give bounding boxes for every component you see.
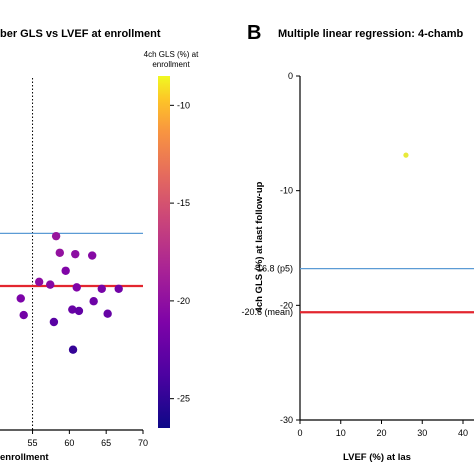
- panel-b-x-tick-label: 20: [376, 428, 386, 438]
- colorbar-tick-label: -15: [177, 198, 190, 208]
- panel-b-label: B: [247, 22, 261, 44]
- panel-a-data-point: [87, 251, 97, 260]
- panel-b-x-axis-label: LVEF (%) at las: [343, 452, 411, 463]
- panel-a-x-tick-label: 65: [101, 438, 111, 448]
- colorbar-ticks: -10 -15 -20 -25: [170, 100, 190, 404]
- panel-b-reference-label: -16.8 (p5): [254, 264, 293, 274]
- panel-b-reference-labels: -16.8 (p5) -20.6 (mean): [241, 264, 293, 318]
- panel-a-data-point: [46, 280, 55, 289]
- panel-a-data-point: [114, 284, 123, 293]
- panel-b-x-tick-label: 10: [336, 428, 346, 438]
- panel-b-y-tick-label: -20: [280, 300, 293, 310]
- panel-b-reference-label: -20.6 (mean): [241, 307, 293, 317]
- panel-a-data-point: [68, 345, 78, 354]
- colorbar-tick-label: -25: [177, 394, 190, 404]
- panel-a-plot-area: [0, 78, 143, 431]
- colorbar-label-line-2: enrollment: [152, 60, 190, 69]
- panel-a-data-point: [74, 306, 84, 316]
- panel-b-y-tick-label: -10: [280, 186, 293, 196]
- panel-a-x-tick-label: 70: [138, 438, 148, 448]
- panel-b: B Multiple linear regression: 4-chamb 0-…: [241, 22, 474, 463]
- panel-a: ber GLS vs LVEF at enrollment 55 60 65 70 e…: [0, 28, 161, 463]
- panel-a-x-tick-label: 55: [28, 438, 38, 448]
- panel-a-data-point: [89, 297, 98, 306]
- panel-b-x-tick-label: 30: [417, 428, 427, 438]
- panel-a-data-point: [97, 284, 106, 293]
- colorbar-gradient: [158, 76, 170, 428]
- colorbar-label-line-1: 4ch GLS (%) at: [144, 50, 199, 59]
- panel-a-data-point: [68, 305, 77, 314]
- panel-a-data-point: [16, 294, 25, 303]
- panel-a-data-point: [34, 277, 44, 287]
- panel-a-data-point: [51, 231, 61, 241]
- colorbar-tick-label: -10: [177, 100, 190, 110]
- panel-b-y-ticks: 0 -10 -20 -30: [280, 71, 300, 425]
- panel-a-data-point: [71, 249, 80, 259]
- panel-b-data-point: [403, 152, 409, 158]
- panel-b-plot-area: [299, 76, 474, 421]
- panel-b-x-tick-label: 0: [297, 428, 302, 438]
- panel-a-data-point: [72, 283, 81, 292]
- panel-a-data-point: [49, 317, 59, 327]
- panel-a-x-tick-label: 60: [64, 438, 74, 448]
- panel-b-y-axis-label: 4ch GLS (%) at last follow-up: [254, 181, 265, 312]
- panel-a-data-point: [61, 266, 70, 275]
- panel-b-y-tick-label: 0: [288, 71, 293, 81]
- panel-a-data-point: [19, 310, 28, 320]
- colorbar: 4ch GLS (%) at enrollment -10 -15 -20 -25: [144, 50, 199, 428]
- panel-a-title: ber GLS vs LVEF at enrollment: [0, 28, 161, 40]
- panel-a-x-ticks: 55 60 65 70: [28, 430, 148, 448]
- panel-b-x-tick-label: 40: [458, 428, 468, 438]
- colorbar-tick-label: -20: [177, 296, 190, 306]
- panel-b-x-ticks: 0 10 20 30 40: [297, 420, 468, 438]
- panel-b-y-tick-label: -30: [280, 415, 293, 425]
- panel-a-data-point: [55, 248, 64, 257]
- panel-b-title: Multiple linear regression: 4-chamb: [278, 28, 463, 40]
- panel-a-data-point: [103, 309, 112, 318]
- panel-a-x-axis-label: enrollment: [0, 452, 49, 463]
